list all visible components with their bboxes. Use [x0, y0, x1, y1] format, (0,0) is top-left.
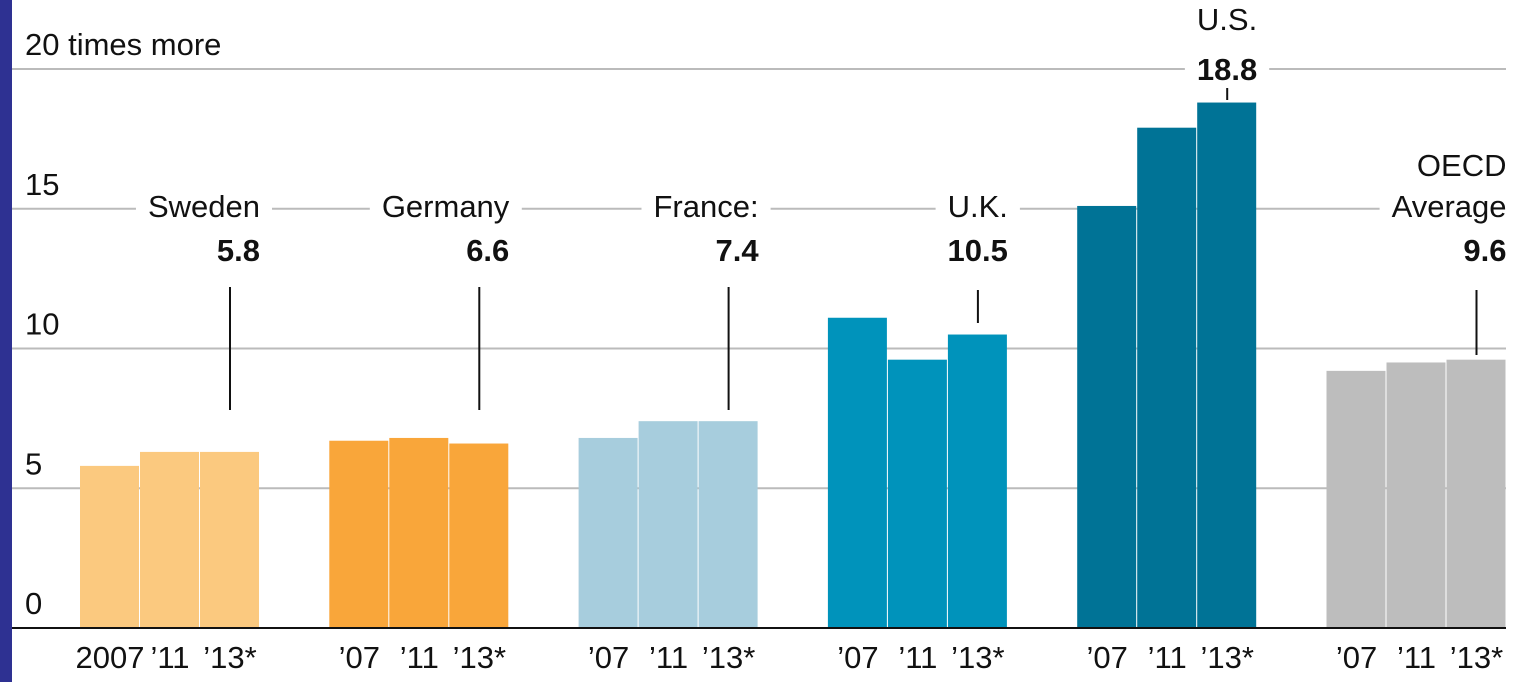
x-tick-label: 2007	[76, 640, 145, 675]
y-tick-label: 10	[25, 307, 59, 342]
x-tick-label: ’11	[1397, 640, 1436, 675]
bar	[1137, 127, 1197, 628]
annotation-value: 18.8	[1197, 52, 1257, 87]
x-tick-label: ’07	[588, 640, 629, 675]
bar	[1446, 359, 1506, 628]
annotation-value: 7.4	[715, 233, 759, 268]
bar	[389, 437, 449, 628]
x-tick-label: ’13*	[1450, 640, 1503, 675]
label-backing	[135, 189, 272, 225]
x-tick-label: ’07	[1087, 640, 1128, 675]
label-backing	[1184, 52, 1270, 88]
annotation-name: OECD	[1417, 148, 1507, 183]
annotation-name: Sweden	[148, 189, 260, 224]
x-tick-label: ’11	[150, 640, 189, 675]
bar	[1326, 370, 1386, 628]
side-strip	[0, 0, 12, 682]
bar	[578, 437, 638, 628]
x-tick-label: ’11	[400, 640, 439, 675]
annotation-value: 5.8	[217, 233, 260, 268]
y-tick-label: 20 times more	[25, 27, 221, 62]
label-backing	[1184, 2, 1270, 38]
label-backing	[1404, 148, 1519, 184]
x-tick-label: ’11	[649, 640, 688, 675]
x-tick-label: ’13*	[1200, 640, 1253, 675]
x-tick-label: ’07	[339, 640, 380, 675]
annotation-value: 10.5	[948, 233, 1008, 268]
annotation-name: U.K.	[948, 189, 1008, 224]
annotation-name: Average	[1392, 189, 1507, 224]
bars	[80, 102, 1506, 629]
x-tick-label: ’11	[898, 640, 937, 675]
label-backing	[369, 189, 522, 225]
annotation-name: U.S.	[1197, 2, 1257, 37]
label-backing	[935, 189, 1020, 225]
x-tick-label: ’07	[837, 640, 878, 675]
label-backing	[454, 233, 522, 269]
bar	[827, 317, 887, 628]
y-tick-label: 0	[25, 586, 42, 621]
annotation-value: 6.6	[466, 233, 509, 268]
bar	[1197, 102, 1257, 629]
bar	[329, 440, 389, 628]
bar	[140, 451, 199, 628]
x-tick-label: ’11	[1148, 640, 1187, 675]
annotation-name: France:	[653, 189, 758, 224]
bar	[638, 421, 698, 628]
annotation-name: Germany	[382, 189, 510, 224]
annotation-value: 9.6	[1463, 233, 1506, 268]
label-backing	[703, 233, 772, 269]
label-backing	[935, 233, 1020, 269]
x-tick-label: ’13*	[203, 640, 256, 675]
labels: 20 times more1510502007’11’13*Sweden5.8’…	[25, 2, 1519, 675]
bar	[1077, 205, 1137, 628]
bar	[200, 451, 259, 628]
y-tick-label: 5	[25, 446, 42, 481]
bar	[449, 443, 509, 628]
label-backing	[641, 189, 771, 225]
label-backing	[1379, 189, 1519, 225]
y-tick-label: 15	[25, 167, 59, 202]
bar	[1386, 362, 1446, 628]
x-tick-label: ’07	[1336, 640, 1377, 675]
label-backing	[204, 233, 272, 269]
x-tick-label: ’13*	[702, 640, 755, 675]
bar	[947, 334, 1007, 628]
label-backing	[1451, 233, 1519, 269]
bar	[887, 359, 947, 628]
bar	[80, 465, 139, 628]
x-tick-label: ’13*	[453, 640, 506, 675]
bar	[698, 421, 758, 628]
x-tick-label: ’13*	[951, 640, 1004, 675]
